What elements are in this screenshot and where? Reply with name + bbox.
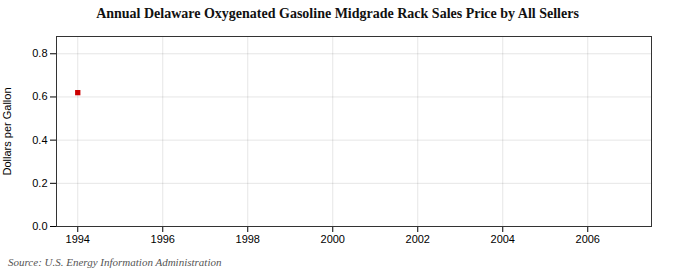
svg-text:0.4: 0.4 [32, 134, 47, 146]
svg-text:1994: 1994 [66, 233, 90, 245]
html-text:Annual Delaware Oxygenated Gas: Annual Delaware Oxygenated Gasoline Midg… [96, 6, 579, 21]
svg-text:2004: 2004 [491, 233, 515, 245]
svg-text:2006: 2006 [576, 233, 600, 245]
svg-text:Dollars per Gallon: Dollars per Gallon [1, 87, 13, 175]
svg-text:2000: 2000 [321, 233, 345, 245]
svg-text:1998: 1998 [236, 233, 260, 245]
svg-text:2002: 2002 [406, 233, 430, 245]
svg-text:0.2: 0.2 [32, 177, 47, 189]
svg-text:0.8: 0.8 [32, 47, 47, 59]
html-text:Source: U.S. Energy Informatio: Source: U.S. Energy Information Administ… [8, 256, 222, 268]
svg-text:0.0: 0.0 [32, 220, 47, 232]
svg-text:0.6: 0.6 [32, 90, 47, 102]
svg-text:1996: 1996 [151, 233, 175, 245]
